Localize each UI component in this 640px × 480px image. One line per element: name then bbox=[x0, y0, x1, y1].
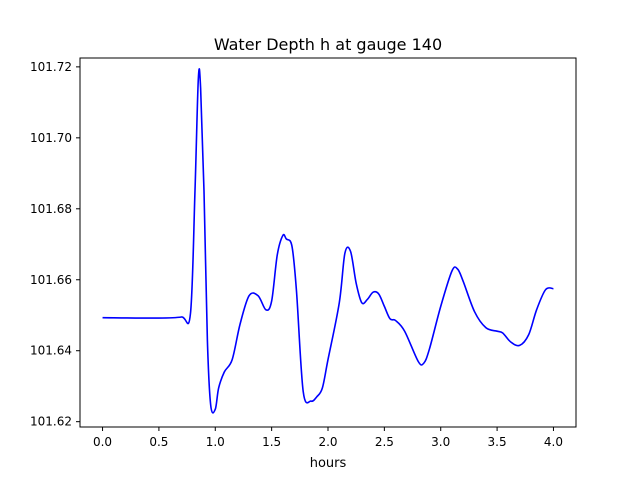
x-tick-label: 3.5 bbox=[488, 435, 507, 449]
x-tick-label: 1.5 bbox=[262, 435, 281, 449]
y-tick-label: 101.66 bbox=[30, 273, 72, 287]
x-tick-label: 4.0 bbox=[544, 435, 563, 449]
x-tick-label: 0.0 bbox=[93, 435, 112, 449]
y-tick-label: 101.62 bbox=[30, 415, 72, 429]
x-tick-label: 1.0 bbox=[206, 435, 225, 449]
y-tick-label: 101.64 bbox=[30, 344, 72, 358]
x-tick-label: 2.0 bbox=[318, 435, 337, 449]
x-axis-label: hours bbox=[310, 456, 347, 471]
plot-area: 0.0 0.5 1.0 1.5 2.0 2.5 3.0 3.5 4.0 101.62 101.64 1… bbox=[30, 57, 577, 449]
y-tick-label: 101.72 bbox=[30, 60, 72, 74]
series-line-0 bbox=[102, 68, 554, 414]
x-tick-label: 2.5 bbox=[375, 435, 394, 449]
y-tick-label: 101.70 bbox=[30, 131, 72, 145]
y-tick-label: 101.68 bbox=[30, 202, 72, 216]
chart-title: Water Depth h at gauge 140 bbox=[214, 35, 442, 54]
x-tick-label: 0.5 bbox=[149, 435, 168, 449]
x-tick-label: 3.0 bbox=[431, 435, 450, 449]
